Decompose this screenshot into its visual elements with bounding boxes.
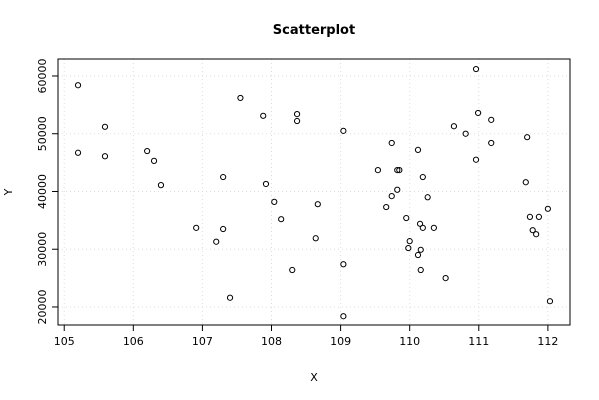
- point: [533, 231, 540, 238]
- point: [544, 205, 551, 212]
- point: [450, 123, 458, 130]
- point: [144, 147, 151, 155]
- x-tick-label: 105: [54, 335, 75, 348]
- x-tick-label: 111: [468, 335, 489, 348]
- point: [406, 238, 413, 245]
- point: [262, 180, 270, 188]
- point: [388, 193, 395, 200]
- point: [340, 261, 347, 268]
- point: [526, 213, 534, 220]
- point: [417, 266, 424, 274]
- point: [374, 167, 382, 174]
- point: [293, 117, 301, 125]
- plot-frame: [57, 58, 571, 326]
- point: [193, 224, 200, 231]
- x-tick-label: 110: [399, 335, 420, 348]
- y-axis-label: Y: [2, 188, 15, 196]
- point: [388, 139, 395, 147]
- point: [414, 146, 422, 153]
- point: [488, 139, 495, 147]
- point: [101, 123, 109, 130]
- point: [271, 198, 278, 205]
- point: [488, 116, 495, 123]
- x-tick-label: 109: [330, 335, 351, 348]
- point: [430, 224, 437, 231]
- point: [416, 220, 424, 227]
- point: [278, 216, 285, 223]
- point: [237, 94, 244, 102]
- point: [74, 82, 82, 89]
- point: [312, 235, 319, 242]
- point: [475, 109, 482, 117]
- point: [226, 294, 234, 301]
- point: [213, 238, 220, 245]
- point: [403, 214, 410, 222]
- point: [293, 110, 301, 118]
- point: [524, 134, 531, 141]
- y-tick-label: 20000: [36, 289, 49, 324]
- point: [394, 167, 401, 174]
- point: [442, 275, 449, 282]
- x-tick-label: 108: [261, 335, 282, 348]
- point: [314, 201, 321, 208]
- x-tick-label: 106: [123, 335, 144, 348]
- y-tick-label: 50000: [36, 116, 49, 151]
- point: [394, 186, 401, 193]
- point: [472, 156, 480, 163]
- x-tick-label: 107: [192, 335, 213, 348]
- point: [419, 173, 426, 181]
- y-tick-label: 60000: [36, 58, 49, 93]
- point: [419, 224, 426, 231]
- point: [383, 203, 390, 211]
- x-axis-label: X: [310, 371, 318, 384]
- point: [74, 149, 82, 156]
- x-tick-label: 112: [537, 335, 558, 348]
- point: [417, 246, 424, 253]
- point: [405, 244, 412, 252]
- point: [260, 112, 267, 119]
- point: [157, 182, 165, 189]
- point: [396, 167, 403, 174]
- chart-title: Scatterplot: [273, 23, 355, 38]
- point: [462, 130, 469, 137]
- point: [340, 313, 347, 320]
- point: [529, 227, 536, 234]
- point: [101, 153, 109, 160]
- point: [535, 213, 543, 220]
- point: [424, 194, 431, 201]
- point: [340, 127, 347, 134]
- y-tick-label: 40000: [36, 174, 49, 209]
- point: [220, 225, 227, 233]
- y-tick-label: 30000: [36, 232, 49, 267]
- point: [289, 266, 296, 274]
- point: [220, 173, 227, 181]
- point: [522, 179, 529, 186]
- point: [472, 65, 480, 73]
- point: [150, 157, 158, 164]
- point: [414, 251, 422, 259]
- point: [546, 298, 554, 305]
